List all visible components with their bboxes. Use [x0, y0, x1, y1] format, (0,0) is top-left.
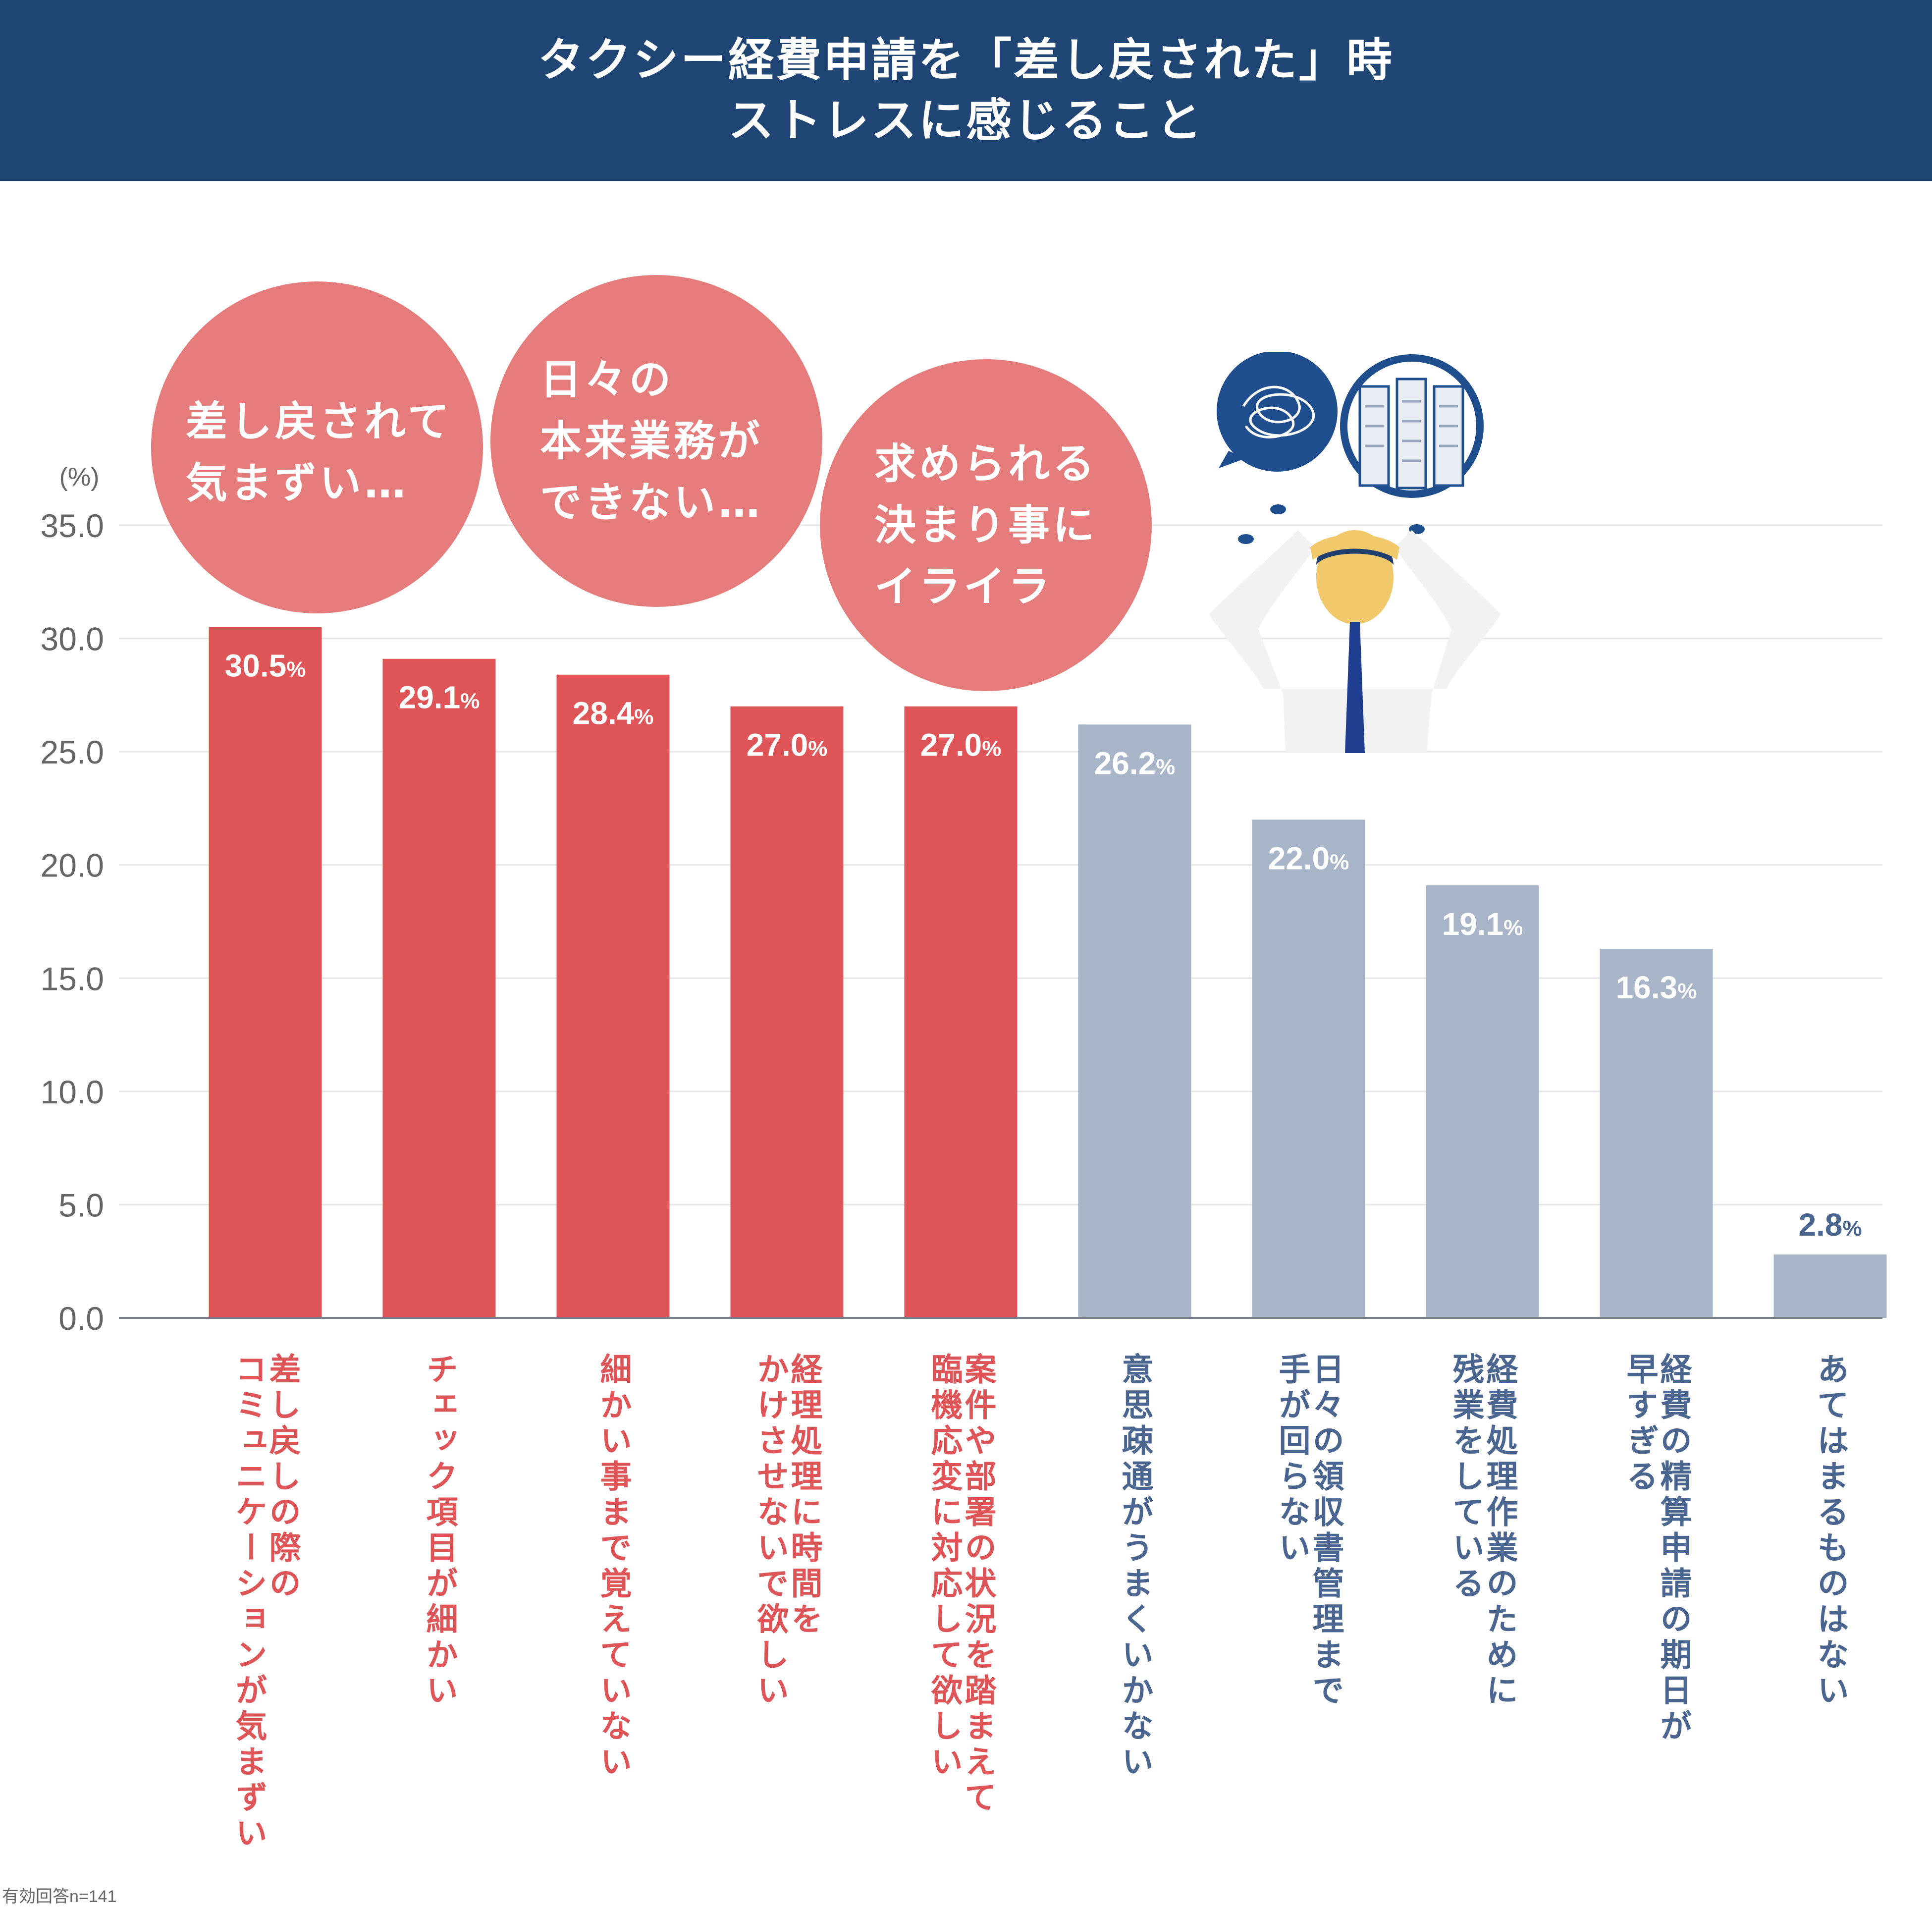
x-category-label: あてはまるものはない: [1812, 1353, 1849, 1709]
receipts-bubble-icon: [1340, 354, 1484, 498]
y-axis-unit-label: (%): [59, 463, 100, 491]
comment-bubble-awkward: 差し戻されて 気まずい…: [151, 281, 483, 613]
bubble-text-line: 日々の: [540, 355, 674, 404]
bar-value-label: 29.1%: [399, 680, 480, 715]
x-category-label: 早すぎる: [1621, 1353, 1658, 1495]
bar: [730, 706, 844, 1318]
bubble-text-line: 差し戻されて: [186, 397, 452, 446]
comment-bubble-irritation: 求められる 決まり事に イライラ: [820, 359, 1152, 691]
chart-title-banner: タクシー経費申請を「差し戻された」時 ストレスに感じること: [0, 0, 1932, 181]
chart-title-line-1: タクシー経費申請を「差し戻された」時: [537, 33, 1394, 87]
stressed-person-illustration: [1209, 352, 1501, 753]
bar: [382, 658, 496, 1318]
bar: [1252, 819, 1365, 1318]
x-category-label: 意思疎通がうまくいかない: [1117, 1353, 1154, 1781]
x-category-label: 日々の領収書管理まで: [1307, 1353, 1344, 1709]
y-tick-label: 35.0: [41, 507, 104, 544]
x-category-label: 案件や部署の状況を踏まえて: [960, 1353, 997, 1816]
bubble-text-line: 決まり事に: [874, 501, 1098, 549]
y-tick-label: 0.0: [58, 1300, 104, 1337]
x-category-label: かけさせないで欲しい: [752, 1353, 790, 1709]
y-tick-label: 10.0: [41, 1074, 104, 1110]
y-tick-label: 20.0: [41, 847, 104, 884]
bar-value-label: 27.0%: [920, 727, 1002, 763]
bar-value-label: 19.1%: [1442, 906, 1523, 942]
bubble-text-line: できない…: [540, 478, 763, 527]
chart-title-line-2: ストレスに感じること: [728, 94, 1204, 147]
bar: [209, 627, 322, 1318]
person-figure: [1209, 530, 1501, 753]
x-category-label: 経理処理に時間を: [786, 1353, 823, 1638]
bar-value-label: 26.2%: [1094, 745, 1176, 781]
bar: [1426, 885, 1539, 1318]
x-category-label: 残業をしている: [1448, 1353, 1485, 1602]
x-category-label: 臨機応変に対応して欲しい: [926, 1353, 964, 1781]
x-category-label: 手が回らない: [1274, 1353, 1310, 1567]
x-category-label: 経費処理作業のために: [1481, 1353, 1518, 1709]
bar-value-label: 2.8%: [1798, 1207, 1862, 1243]
bar: [1600, 948, 1713, 1318]
y-tick-label: 25.0: [41, 734, 104, 770]
bubble-text-line: 気まずい…: [186, 459, 409, 507]
y-tick-label: 5.0: [58, 1187, 104, 1223]
bar: [1078, 724, 1191, 1318]
y-tick-label: 15.0: [41, 960, 104, 997]
bar: [904, 706, 1018, 1318]
x-category-label: コミュニケーションが気まずい: [230, 1353, 268, 1852]
bar-value-label: 16.3%: [1616, 970, 1697, 1005]
x-category-label: 経費の精算申請の期日が: [1655, 1353, 1692, 1745]
bubble-text-line: 本来業務が: [540, 417, 763, 465]
bar-value-label: 28.4%: [573, 696, 654, 731]
x-category-label: チェック項目が細かい: [421, 1353, 458, 1709]
x-category-label: 差し戻しの際の: [264, 1353, 301, 1602]
bar-value-label: 22.0%: [1268, 840, 1349, 876]
y-tick-label: 30.0: [41, 621, 104, 657]
x-category-label: 細かい事まで覚えていない: [595, 1353, 632, 1781]
bubble-text-line: イライラ: [874, 562, 1053, 611]
comment-bubble-workload: 日々の 本来業務が できない…: [490, 275, 822, 607]
bar: [556, 674, 670, 1318]
thought-bubble-tangle-icon: [1217, 352, 1338, 472]
bar-value-label: 30.5%: [225, 648, 306, 684]
bar-value-label: 27.0%: [747, 727, 828, 763]
sample-size-note: 有効回答n=141: [2, 1887, 117, 1906]
bar: [1773, 1254, 1887, 1318]
bubble-text-line: 求められる: [874, 439, 1098, 488]
